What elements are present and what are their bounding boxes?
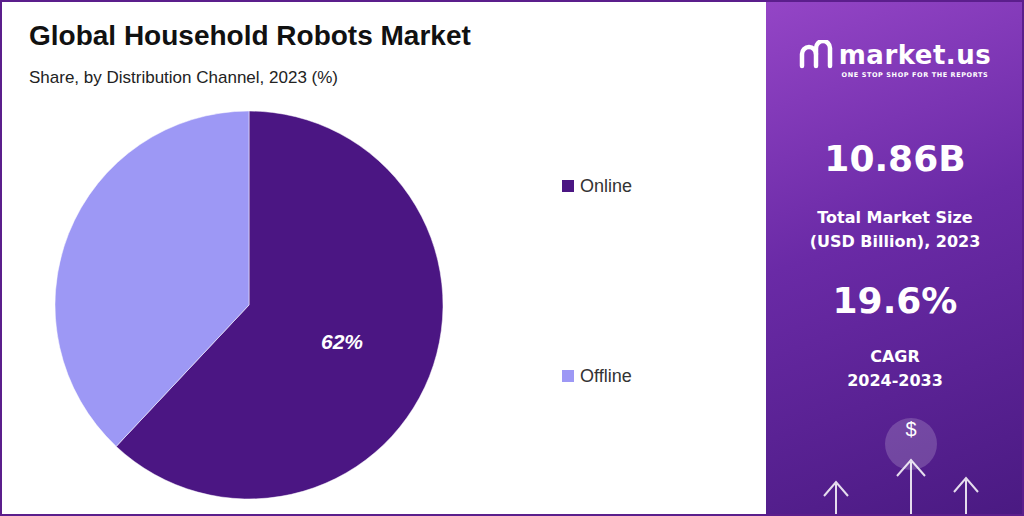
html-text:10.86B: 10.86B (824, 138, 966, 179)
html-text:CAGR: CAGR (870, 347, 920, 366)
html-text:19.6%: 19.6% (832, 280, 958, 321)
html-text:Total Market Size: Total Market Size (817, 208, 973, 227)
svg-text:Share, by Distribution Channel: Share, by Distribution Channel, 2023 (%) (29, 68, 338, 87)
svg-text:Offline: Offline (580, 366, 632, 386)
svg-text:Global Household Robots Market: Global Household Robots Market (29, 20, 471, 51)
svg-text:Online: Online (580, 176, 632, 196)
html-text:2024-2033: 2024-2033 (847, 371, 943, 390)
html-text:(USD Billion), 2023: (USD Billion), 2023 (809, 232, 981, 251)
html-text:market.us: market.us (838, 40, 992, 70)
html-text:ONE STOP SHOP FOR THE REPORTS: ONE STOP SHOP FOR THE REPORTS (841, 71, 989, 79)
svg-text:$: $ (905, 418, 916, 440)
svg-text:62%: 62% (321, 330, 363, 353)
